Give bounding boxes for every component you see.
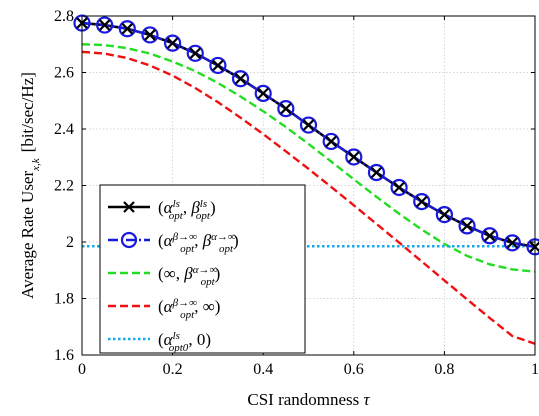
series-1-marker — [322, 132, 340, 151]
series-0-marker — [348, 151, 360, 163]
series-1-marker — [390, 178, 408, 197]
legend-item-4: (αls opt0, 0) — [108, 330, 211, 354]
series-1-marker — [164, 34, 182, 52]
series-0-marker — [393, 181, 405, 194]
legend-label-3: (αβ→∞ opt, ∞) — [158, 297, 220, 321]
series-1-marker — [141, 26, 159, 44]
series-0-marker — [234, 72, 247, 85]
y-tick-label: 2.2 — [54, 178, 74, 195]
legend-label-2: (∞, βα→∞ opt) — [158, 264, 220, 288]
series-line-2 — [82, 43, 536, 273]
series-1-marker — [435, 205, 453, 224]
legend-label-0: (αls opt, βls opt) — [158, 198, 216, 222]
series-1-marker — [503, 234, 521, 252]
series-1-marker — [413, 193, 431, 211]
x-tick-label: 0.4 — [253, 361, 273, 378]
y-tick-label: 2.4 — [54, 121, 74, 138]
x-axis-label: CSI randomness τ — [247, 390, 370, 409]
legend-item-3: (αβ→∞ opt, ∞) — [108, 297, 220, 321]
series-1-marker — [96, 16, 114, 34]
series-layer — [73, 14, 539, 345]
series-1-marker — [299, 116, 318, 134]
series-1-marker — [118, 20, 136, 38]
y-tick-label: 1.8 — [54, 291, 74, 308]
x-axis-label-text: CSI randomness — [247, 390, 363, 409]
series-1-marker — [458, 217, 476, 235]
series-0-marker — [370, 166, 383, 179]
series-0-marker — [98, 19, 111, 31]
x-tick-label: 0 — [78, 361, 86, 378]
y-axis-label-unit: [bit/sec/Hz] — [18, 72, 37, 152]
y-tick-label: 2.6 — [54, 65, 74, 82]
ticks: 0 0.2 0.4 0.6 0.8 1 1.6 1.8 2 2.2 2.4 2.6 2.8 — [54, 8, 539, 378]
y-axis-label-text: Average Rate User — [18, 171, 37, 299]
legend-label-1: (αβ→∞ opt, βα→∞ opt) — [158, 231, 239, 255]
legend: (αls opt, βls opt) (αβ→∞ opt, βα→∞ opt) (∞, βα… — [99, 184, 306, 354]
series-0-marker — [325, 135, 337, 148]
series-0-marker — [438, 208, 451, 221]
series-0-marker — [415, 195, 428, 208]
y-axis-label-subscript: x,k — [30, 157, 42, 172]
series-1-marker — [367, 163, 386, 182]
series-line-3 — [82, 50, 536, 345]
series-0-marker — [166, 37, 179, 49]
x-tick-label: 1 — [531, 361, 539, 378]
y-tick-label: 2.8 — [54, 8, 74, 25]
series-0-marker — [483, 230, 496, 242]
series-1-marker — [345, 148, 363, 166]
series-0-marker — [212, 59, 224, 72]
series-0-marker — [506, 237, 519, 249]
series-1-marker — [481, 227, 499, 245]
x-tick-label: 0.6 — [344, 361, 364, 378]
series-0-marker — [302, 119, 315, 131]
legend-box — [99, 184, 306, 354]
series-0-marker — [257, 87, 269, 100]
series-0-marker — [280, 102, 292, 115]
series-1-marker — [277, 100, 295, 118]
series-1-marker — [254, 84, 272, 103]
y-tick-label: 2 — [66, 234, 74, 251]
x-tick-label: 0.2 — [163, 361, 183, 378]
y-axis-label: Average Rate Userx,k [bit/sec/Hz] — [18, 72, 42, 299]
series-0-marker — [461, 220, 473, 232]
x-tick-label: 0.8 — [434, 361, 454, 378]
legend-label-4: (αls opt0, 0) — [158, 330, 211, 354]
x-axis-label-symbol: τ — [364, 390, 371, 409]
series-1-marker — [209, 56, 227, 75]
series-0-marker — [189, 47, 202, 60]
series-0-marker — [121, 22, 134, 35]
legend-item-1: (αβ→∞ opt, βα→∞ opt) — [108, 231, 239, 255]
legend-item-2: (∞, βα→∞ opt) — [108, 264, 220, 288]
series-0-marker — [144, 29, 156, 41]
series-1-marker — [231, 70, 250, 88]
y-tick-label: 1.6 — [54, 347, 74, 364]
series-1-marker — [186, 44, 204, 62]
legend-item-0: (αls opt, βls opt) — [108, 198, 216, 222]
